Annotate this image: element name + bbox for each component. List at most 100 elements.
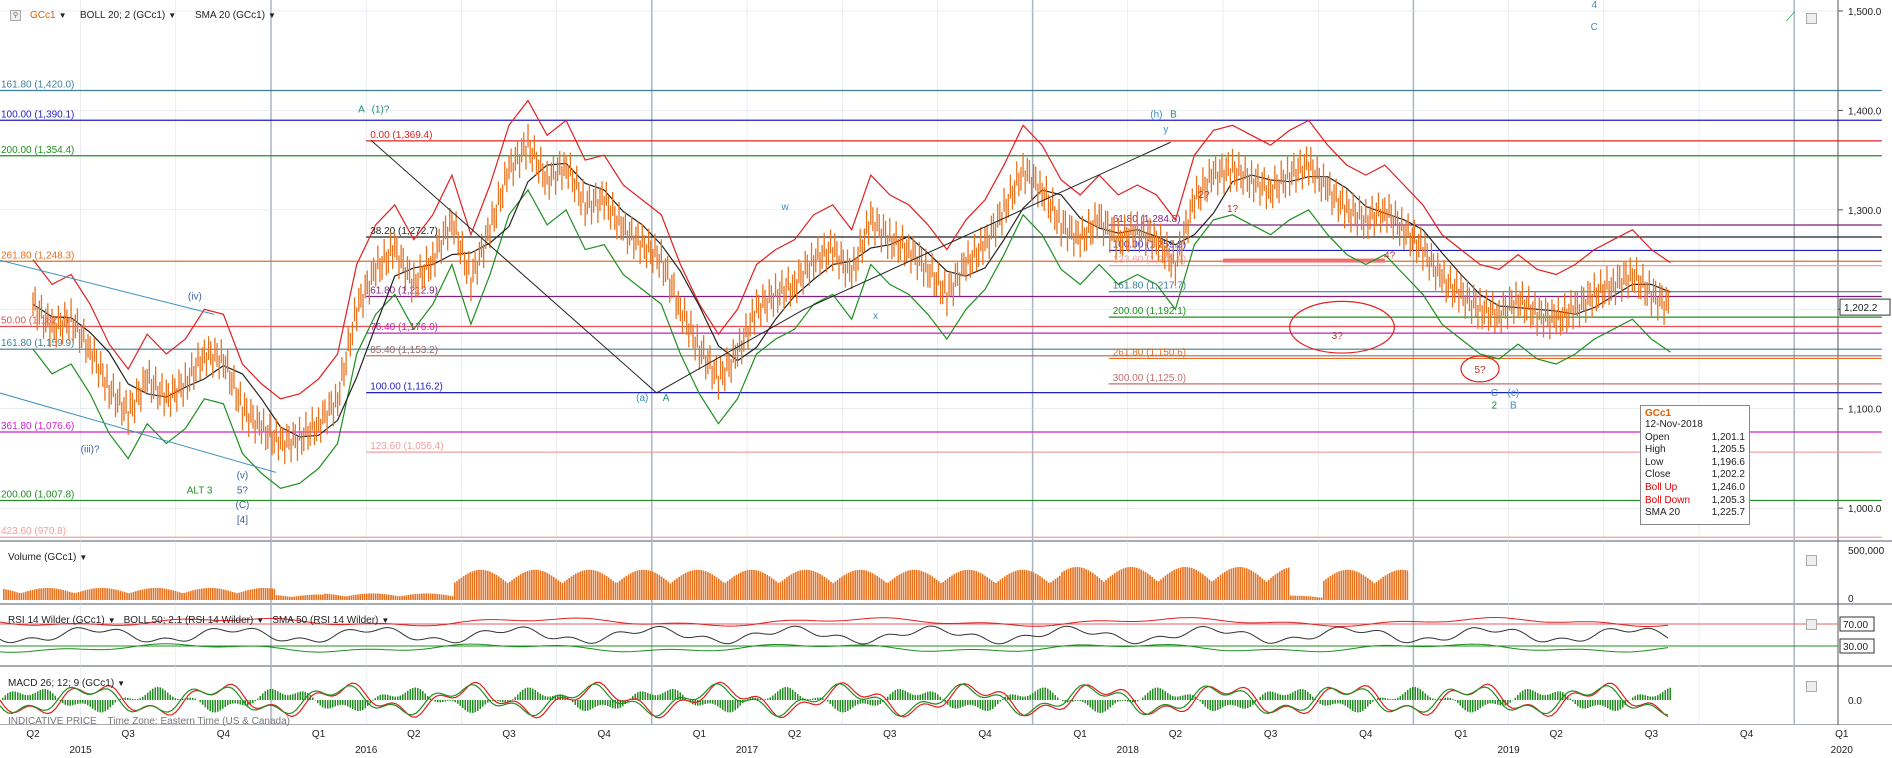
macd-hist-bar (1497, 700, 1499, 705)
macd-hist-bar (262, 693, 264, 700)
macd-panel-close-icon[interactable] (1806, 681, 1817, 692)
volume-bar (720, 580, 722, 600)
macd-hist-bar (1332, 700, 1334, 705)
volume-bar (223, 589, 225, 600)
rsi-boll-dropdown-icon[interactable]: ▼ (256, 616, 265, 625)
volume-bar (86, 589, 89, 600)
volume-bar (865, 570, 867, 600)
rsi-panel-label[interactable]: RSI 14 Wilder (GCc1) (8, 615, 105, 626)
macd-hist-bar (362, 700, 364, 710)
macd-hist-bar (4, 695, 6, 700)
volume-bar (51, 588, 53, 600)
macd-hist-bar (592, 700, 594, 709)
macd-hist-bar (474, 700, 476, 713)
quarter-label: Q4 (217, 729, 231, 740)
macd-hist-bar (162, 688, 164, 700)
macd-hist-bar (327, 700, 329, 709)
volume-bar (1096, 576, 1098, 600)
macd-hist-bar (994, 700, 996, 707)
price-panel-close-icon[interactable] (1806, 13, 1817, 24)
macd-panel-label[interactable]: MACD 26; 12; 9 (GCc1) (8, 678, 115, 689)
rsi-boll-label[interactable]: BOLL 50; 2.1 (RSI 14 Wilder) (123, 615, 254, 626)
macd-hist-bar (1077, 700, 1079, 701)
volume-bar (674, 580, 676, 600)
volume-bar (315, 594, 317, 600)
sma-study-label[interactable]: SMA 20 (GCc1) (195, 10, 266, 21)
macd-hist-bar (907, 692, 909, 700)
macd-hist-bar (1454, 700, 1456, 701)
volume-panel-close-icon[interactable] (1806, 555, 1817, 566)
macd-hist-bar (874, 700, 876, 706)
volume-bar (1338, 571, 1340, 600)
volume-bar (1298, 595, 1301, 600)
macd-hist-bar (434, 700, 436, 702)
macd-hist-bar (1494, 700, 1496, 705)
macd-hist-bar (364, 700, 366, 709)
macd-hist-bar (77, 700, 79, 704)
rsi-sma-label[interactable]: SMA 50 (RSI 14 Wilder) (272, 615, 379, 626)
volume-bar (700, 570, 702, 600)
volume-bar (317, 594, 320, 600)
volume-bar (256, 588, 258, 600)
volume-bar (42, 588, 45, 600)
macd-hist-bar (1419, 689, 1421, 700)
volume-bar (1283, 569, 1285, 600)
volume-dropdown-icon[interactable]: ▼ (79, 553, 88, 562)
volume-bar (997, 581, 999, 600)
macd-hist-bar (427, 695, 429, 700)
volume-bar (372, 593, 375, 600)
macd-line (0, 681, 1669, 719)
macd-hist-bar (1127, 700, 1129, 702)
volume-bar (291, 596, 293, 600)
info-row: Low 1,196.6 (1645, 457, 1745, 470)
macd-dropdown-icon[interactable]: ▼ (117, 679, 126, 688)
macd-hist-bar (1409, 688, 1411, 700)
rsi-panel-close-icon[interactable] (1806, 619, 1817, 630)
symbol-label[interactable]: GCc1 (30, 10, 56, 21)
volume-bar (984, 575, 986, 600)
macd-hist-bar (1289, 693, 1291, 700)
macd-hist-bar (1164, 691, 1166, 700)
x-axis-background (0, 725, 1892, 758)
volume-bar (102, 587, 104, 600)
fib-level-label: 100.00 (1,259.2) (1113, 239, 1186, 250)
draw-trend-icon[interactable]: ⟋ (1786, 9, 1796, 24)
chart-menu-icon[interactable]: ⚲ (10, 10, 21, 21)
sma-dropdown-icon[interactable]: ▼ (268, 11, 276, 20)
volume-bar (665, 579, 667, 600)
volume-bar (1373, 583, 1376, 600)
volume-bar (1092, 572, 1094, 600)
macd-hist-bar (1562, 692, 1564, 700)
symbol-dropdown-icon[interactable]: ▼ (58, 11, 67, 20)
boll-dropdown-icon[interactable]: ▼ (168, 11, 177, 20)
volume-bar (1210, 581, 1213, 600)
boll-study-label[interactable]: BOLL 20; 2 (GCc1) (80, 10, 166, 21)
volume-bar (1393, 571, 1395, 600)
volume-bar (137, 590, 139, 600)
macd-hist-bar (307, 693, 309, 700)
volume-bar (898, 574, 900, 600)
macd-hist-bar (674, 689, 676, 700)
volume-bar (707, 572, 709, 600)
rsi-dropdown-icon[interactable]: ▼ (107, 616, 116, 625)
volume-bar (190, 590, 192, 600)
volume-panel-label[interactable]: Volume (GCc1) (8, 552, 77, 563)
volume-bar (891, 579, 894, 600)
macd-hist-bar (337, 700, 339, 706)
rsi-sma-dropdown-icon[interactable]: ▼ (381, 616, 390, 625)
macd-hist-bar (1052, 692, 1054, 700)
volume-bar (1320, 597, 1323, 600)
fib-level-label: 200.00 (1,007.8) (1, 489, 74, 500)
volume-bar (75, 592, 78, 600)
volume-bar (1050, 582, 1052, 600)
macd-hist-bar (397, 696, 399, 700)
macd-hist-bar (1292, 692, 1294, 700)
volume-bar (702, 570, 705, 600)
volume-bar (902, 572, 905, 600)
volume-bar (399, 596, 401, 600)
macd-hist-bar (497, 700, 499, 702)
quarter-label: Q4 (978, 729, 992, 740)
volume-bar (986, 577, 988, 600)
macd-hist-bar (652, 694, 654, 700)
